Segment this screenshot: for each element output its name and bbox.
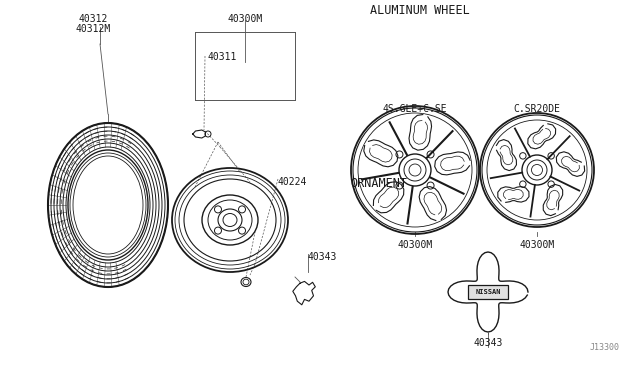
Polygon shape [409,115,431,150]
Text: 40224: 40224 [278,177,307,187]
Polygon shape [419,187,447,221]
Text: NISSAN: NISSAN [476,289,500,295]
Polygon shape [498,186,529,202]
Polygon shape [435,152,470,175]
Text: 40300M: 40300M [397,240,433,250]
Polygon shape [556,152,585,176]
Text: 40300M: 40300M [227,14,262,24]
Text: 4S.GLE+C.SE: 4S.GLE+C.SE [383,104,447,114]
Polygon shape [528,124,556,149]
Text: 40311: 40311 [207,52,236,62]
Text: J13300: J13300 [590,343,620,352]
Polygon shape [543,185,563,216]
Text: 40300M: 40300M [520,240,555,250]
Polygon shape [448,252,528,332]
FancyBboxPatch shape [468,285,508,299]
Polygon shape [364,140,398,167]
Text: 40312: 40312 [78,14,108,24]
Text: 40312M: 40312M [76,24,111,34]
Text: ALUMINUM WHEEL: ALUMINUM WHEEL [370,4,470,17]
Polygon shape [497,140,516,171]
Text: C.SR20DE: C.SR20DE [513,104,561,114]
Polygon shape [373,182,404,213]
Text: 40343: 40343 [308,252,337,262]
Text: 40343: 40343 [474,338,502,348]
Polygon shape [292,281,316,305]
Text: ORNAMENT: ORNAMENT [350,177,407,190]
